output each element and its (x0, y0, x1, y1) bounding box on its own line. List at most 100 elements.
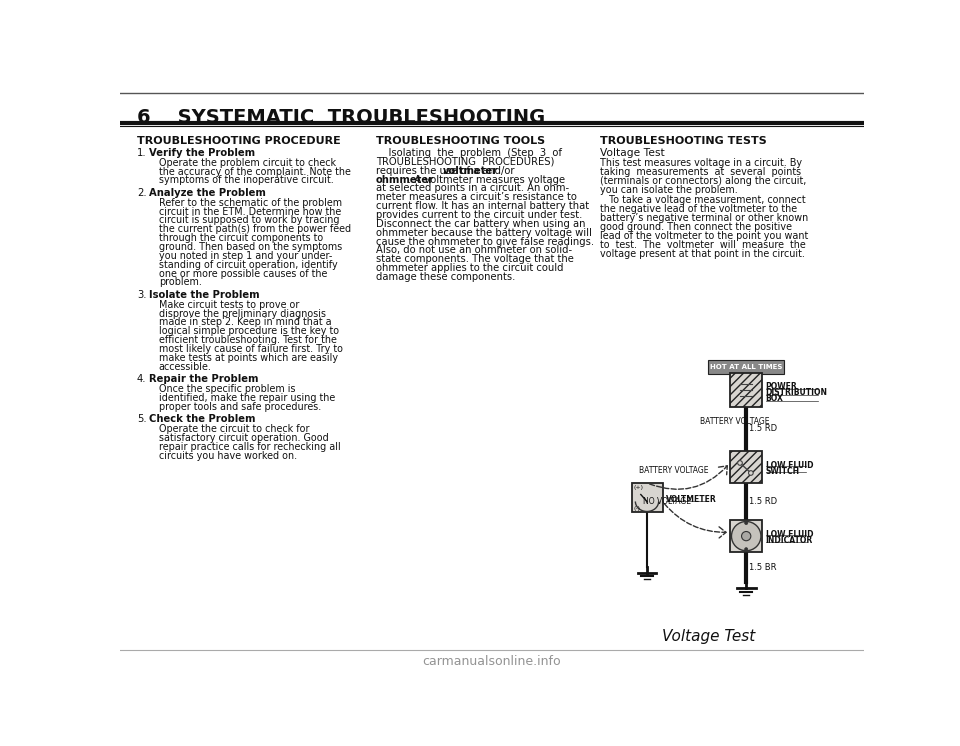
Circle shape (749, 471, 754, 475)
Text: (-): (-) (633, 506, 640, 511)
Text: Isolate the Problem: Isolate the Problem (150, 290, 260, 300)
Text: . A voltmeter measures voltage: . A voltmeter measures voltage (408, 175, 564, 184)
Text: current flow. It has an internal battery that: current flow. It has an internal battery… (375, 201, 588, 211)
Text: TROUBLESHOOTING PROCEDURE: TROUBLESHOOTING PROCEDURE (137, 136, 341, 145)
Text: Operate the circuit to check for: Operate the circuit to check for (158, 424, 309, 434)
FancyArrowPatch shape (650, 466, 728, 489)
Bar (730, 373, 762, 407)
Text: you can isolate the problem.: you can isolate the problem. (601, 185, 738, 195)
Text: Check the Problem: Check the Problem (150, 415, 256, 424)
FancyArrowPatch shape (664, 504, 726, 538)
Text: VOLTMETER: VOLTMETER (665, 495, 716, 504)
Text: repair practice calls for rechecking all: repair practice calls for rechecking all (158, 442, 341, 452)
Text: Operate the problem circuit to check: Operate the problem circuit to check (158, 157, 336, 168)
Text: POWER: POWER (765, 382, 798, 391)
Text: circuits you have worked on.: circuits you have worked on. (158, 451, 297, 460)
Text: circuit in the ETM. Determine how the: circuit in the ETM. Determine how the (158, 207, 341, 216)
Text: efficient troubleshooting. Test for the: efficient troubleshooting. Test for the (158, 335, 337, 345)
Text: BATTERY VOLTAGE: BATTERY VOLTAGE (639, 466, 708, 475)
Text: voltmeter: voltmeter (444, 166, 498, 176)
Text: Voltage Test: Voltage Test (662, 629, 756, 644)
Text: TROUBLESHOOTING TESTS: TROUBLESHOOTING TESTS (601, 136, 767, 145)
Text: problem.: problem. (158, 278, 202, 287)
Text: meter measures a circuit’s resistance to: meter measures a circuit’s resistance to (375, 192, 577, 202)
Text: TROUBLESHOOTING  PROCEDURES): TROUBLESHOOTING PROCEDURES) (375, 157, 554, 167)
Text: (+): (+) (633, 485, 643, 489)
Text: Disconnect the car battery when using an: Disconnect the car battery when using an (375, 219, 586, 229)
Text: circuit is supposed to work by tracing: circuit is supposed to work by tracing (158, 216, 339, 225)
Text: the current path(s) from the power feed: the current path(s) from the power feed (158, 225, 350, 234)
Circle shape (732, 521, 761, 551)
Text: 1.5 BR: 1.5 BR (750, 562, 777, 571)
Text: to  test.  The  voltmeter  will  measure  the: to test. The voltmeter will measure the (601, 239, 806, 250)
Bar (730, 451, 762, 483)
Text: 3.: 3. (137, 290, 147, 300)
Circle shape (741, 531, 751, 541)
Text: Once the specific problem is: Once the specific problem is (158, 384, 296, 394)
Text: Repair the Problem: Repair the Problem (150, 374, 259, 384)
Text: one or more possible causes of the: one or more possible causes of the (158, 269, 327, 278)
Text: 6    SYSTEMATIC  TROUBLESHOOTING: 6 SYSTEMATIC TROUBLESHOOTING (137, 108, 545, 127)
Text: To take a voltage measurement, connect: To take a voltage measurement, connect (601, 195, 806, 205)
Text: Also, do not use an ohmmeter on solid-: Also, do not use an ohmmeter on solid- (375, 245, 572, 255)
Text: cause the ohmmeter to give false readings.: cause the ohmmeter to give false reading… (375, 236, 594, 247)
Text: DISTRIBUTION: DISTRIBUTION (765, 388, 828, 398)
Text: Isolating  the  problem  (Step  3  of: Isolating the problem (Step 3 of (375, 148, 562, 158)
Text: and/or: and/or (479, 166, 515, 176)
Text: proper tools and safe procedures.: proper tools and safe procedures. (158, 402, 321, 412)
FancyBboxPatch shape (708, 360, 784, 374)
Text: BOX: BOX (765, 395, 783, 404)
Text: satisfactory circuit operation. Good: satisfactory circuit operation. Good (158, 433, 328, 443)
Text: 5.: 5. (137, 415, 147, 424)
Text: (terminals or connectors) along the circuit,: (terminals or connectors) along the circ… (601, 176, 806, 186)
Text: state components. The voltage that the: state components. The voltage that the (375, 254, 574, 264)
Text: HOT AT ALL TIMES: HOT AT ALL TIMES (710, 364, 782, 370)
Text: symptoms of the inoperative circuit.: symptoms of the inoperative circuit. (158, 175, 333, 185)
Text: Refer to the schematic of the problem: Refer to the schematic of the problem (158, 198, 342, 207)
Text: 1.5 RD: 1.5 RD (750, 497, 778, 506)
Text: This test measures voltage in a circuit. By: This test measures voltage in a circuit.… (601, 158, 803, 169)
Text: 1.: 1. (137, 148, 147, 158)
Text: voltage present at that point in the circuit.: voltage present at that point in the cir… (601, 248, 805, 259)
Text: ohmmeter because the battery voltage will: ohmmeter because the battery voltage wil… (375, 228, 591, 238)
Text: INDICATOR: INDICATOR (765, 536, 813, 545)
Circle shape (737, 461, 742, 466)
Text: identified, make the repair using the: identified, make the repair using the (158, 393, 335, 403)
Text: BATTERY VOLTAGE: BATTERY VOLTAGE (700, 416, 769, 425)
Circle shape (745, 548, 748, 551)
Text: Analyze the Problem: Analyze the Problem (150, 188, 266, 198)
Text: through the circuit components to: through the circuit components to (158, 233, 323, 243)
Bar (632, 483, 662, 513)
Text: Verify the Problem: Verify the Problem (150, 148, 255, 158)
Text: 4.: 4. (137, 374, 147, 384)
Text: requires the use of a: requires the use of a (375, 166, 482, 176)
Text: damage these components.: damage these components. (375, 272, 516, 282)
Text: make tests at points which are easily: make tests at points which are easily (158, 353, 338, 363)
Text: good ground. Then connect the positive: good ground. Then connect the positive (601, 222, 793, 232)
Text: 2.: 2. (137, 188, 147, 198)
Text: carmanualsonline.info: carmanualsonline.info (422, 655, 562, 668)
Text: lead of the voltmeter to the point you want: lead of the voltmeter to the point you w… (601, 231, 808, 241)
Text: SWITCH: SWITCH (765, 467, 800, 476)
Text: provides current to the circuit under test.: provides current to the circuit under te… (375, 210, 582, 220)
Text: the negative lead of the voltmeter to the: the negative lead of the voltmeter to th… (601, 204, 798, 214)
Text: made in step 2. Keep in mind that a: made in step 2. Keep in mind that a (158, 318, 331, 327)
Text: at selected points in a circuit. An ohm-: at selected points in a circuit. An ohm- (375, 184, 569, 193)
Text: LOW FLUID: LOW FLUID (765, 530, 813, 539)
Text: LOW FLUID: LOW FLUID (765, 461, 813, 470)
Text: most likely cause of failure first. Try to: most likely cause of failure first. Try … (158, 344, 343, 354)
Text: battery’s negative terminal or other known: battery’s negative terminal or other kno… (601, 213, 808, 223)
Bar (730, 520, 762, 552)
Text: disprove the preliminary diagnosis: disprove the preliminary diagnosis (158, 309, 325, 319)
Text: standing of circuit operation, identify: standing of circuit operation, identify (158, 260, 338, 270)
Text: 1.5 RD: 1.5 RD (750, 424, 778, 433)
Text: Make circuit tests to prove or: Make circuit tests to prove or (158, 300, 300, 310)
Text: taking  measurements  at  several  points: taking measurements at several points (601, 167, 802, 178)
Text: you noted in step 1 and your under-: you noted in step 1 and your under- (158, 251, 332, 261)
Text: ohmmeter: ohmmeter (375, 175, 434, 184)
Text: logical simple procedure is the key to: logical simple procedure is the key to (158, 326, 339, 336)
Text: TROUBLESHOOTING TOOLS: TROUBLESHOOTING TOOLS (375, 136, 545, 145)
Text: NO VOLTAGE: NO VOLTAGE (643, 497, 691, 506)
Text: accessible.: accessible. (158, 362, 211, 372)
Circle shape (745, 521, 748, 524)
